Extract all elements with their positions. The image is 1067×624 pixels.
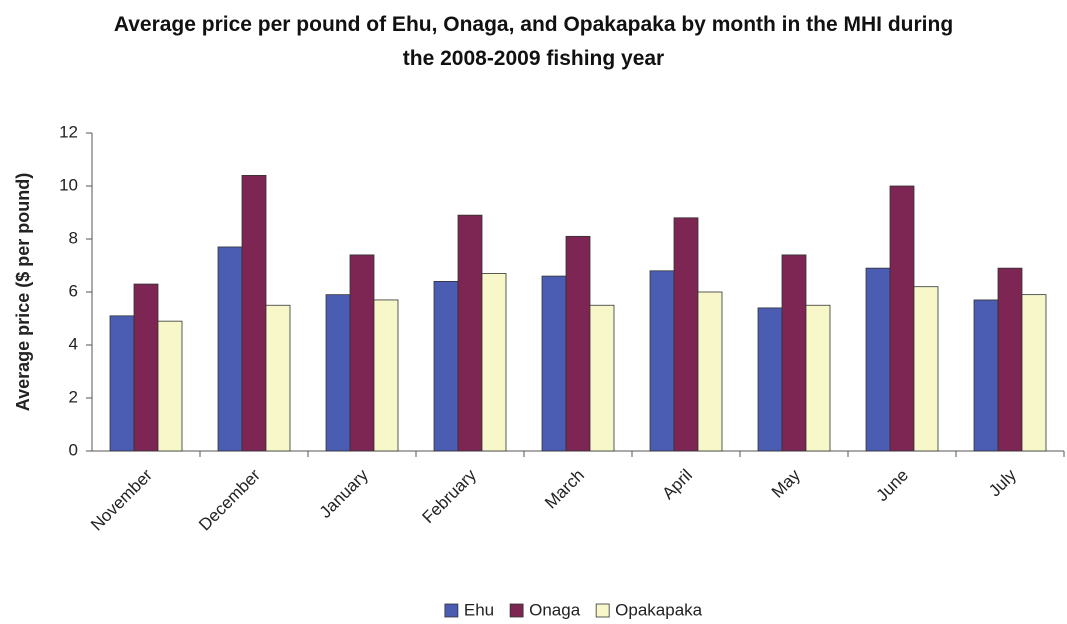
x-tick-label: November bbox=[87, 465, 156, 534]
bar bbox=[889, 185, 915, 452]
bar bbox=[913, 286, 939, 452]
legend: Ehu Onaga Opakapaka bbox=[444, 600, 703, 619]
legend-swatch bbox=[444, 603, 459, 618]
y-axis-label: Average price ($ per pound) bbox=[13, 173, 33, 411]
chart-title: Average price per pound of Ehu, Onaga, a… bbox=[113, 13, 954, 70]
y-tick-label: 4 bbox=[69, 334, 78, 353]
x-tick-label: February bbox=[418, 465, 480, 527]
y-tick-label: 6 bbox=[69, 281, 78, 300]
bar bbox=[649, 270, 675, 452]
bar bbox=[541, 275, 567, 452]
bar bbox=[997, 267, 1023, 452]
bar bbox=[217, 246, 243, 452]
x-tick-label: April bbox=[659, 466, 696, 503]
legend-label: Onaga bbox=[529, 600, 581, 619]
bar bbox=[133, 283, 159, 452]
bar bbox=[157, 320, 183, 452]
legend-swatch bbox=[595, 603, 610, 618]
bar bbox=[1021, 294, 1047, 452]
x-tick-label: December bbox=[195, 465, 264, 534]
bar bbox=[697, 291, 723, 452]
legend-swatch bbox=[509, 603, 524, 618]
y-tick-label: 8 bbox=[69, 228, 78, 247]
y-tick-label: 12 bbox=[59, 122, 78, 141]
bar bbox=[265, 304, 291, 452]
bar bbox=[757, 307, 783, 452]
bar bbox=[781, 254, 807, 452]
bar bbox=[325, 294, 351, 452]
bar bbox=[865, 267, 891, 452]
bar bbox=[349, 254, 375, 452]
bar bbox=[457, 214, 483, 452]
x-tick-label: May bbox=[768, 465, 804, 501]
bar bbox=[373, 299, 399, 452]
y-tick-label: 10 bbox=[59, 175, 78, 194]
x-tick-label: March bbox=[541, 466, 588, 513]
bar bbox=[673, 217, 699, 452]
bar bbox=[565, 235, 591, 452]
y-tick-label: 2 bbox=[69, 387, 78, 406]
bar bbox=[241, 174, 267, 452]
x-tick-label: January bbox=[316, 465, 373, 522]
x-tick-label: July bbox=[985, 465, 1020, 500]
y-tick-label: 0 bbox=[69, 440, 78, 459]
legend-label: Opakapaka bbox=[615, 600, 702, 619]
x-tick-label: June bbox=[872, 466, 912, 506]
bar bbox=[589, 304, 615, 452]
bar bbox=[481, 273, 507, 452]
bar bbox=[109, 315, 135, 452]
legend-label: Ehu bbox=[464, 600, 494, 619]
bar bbox=[973, 299, 999, 452]
bar bbox=[433, 280, 459, 452]
bar bbox=[805, 304, 831, 452]
